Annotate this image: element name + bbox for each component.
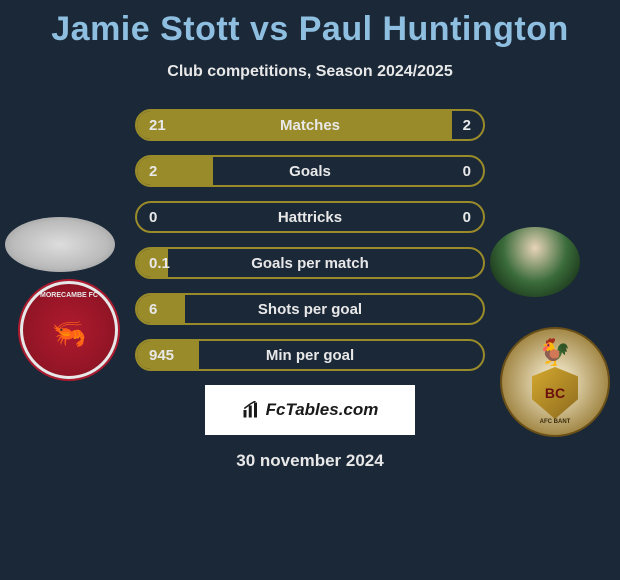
shrimp-icon: 🦐 [52, 317, 87, 350]
player2-photo [490, 227, 580, 297]
comparison-area: MORECAMBE FC 🦐 🐓 BC AFC BANT 21Matches22… [0, 109, 620, 471]
stat-bar-row: 0.1Goals per match [135, 247, 485, 279]
stat-value-player2: 2 [463, 111, 471, 139]
date-line: 30 november 2024 [0, 451, 620, 471]
rooster-icon: 🐓 [539, 337, 571, 368]
club2-shield-text: BC [545, 385, 565, 401]
stat-label: Hattricks [137, 203, 483, 231]
stat-bar-row: 21Matches2 [135, 109, 485, 141]
stat-label: Min per goal [137, 341, 483, 369]
stat-label: Goals per match [137, 249, 483, 277]
stat-bar-row: 0Hattricks0 [135, 201, 485, 233]
stat-bar-row: 945Min per goal [135, 339, 485, 371]
stat-value-player2: 0 [463, 203, 471, 231]
player2-club-badge: 🐓 BC AFC BANT [500, 327, 610, 437]
club2-shield: BC [532, 367, 578, 419]
branding-box[interactable]: FcTables.com [205, 385, 415, 435]
stat-label: Shots per goal [137, 295, 483, 323]
club1-name-text: MORECAMBE FC [40, 292, 98, 299]
stat-label: Goals [137, 157, 483, 185]
player1-photo [5, 217, 115, 272]
stat-value-player2: 0 [463, 157, 471, 185]
stat-label: Matches [137, 111, 483, 139]
fctables-logo-icon [242, 401, 260, 419]
stat-bar-row: 6Shots per goal [135, 293, 485, 325]
stat-bar-row: 2Goals0 [135, 155, 485, 187]
page-subtitle: Club competitions, Season 2024/2025 [0, 63, 620, 81]
branding-label: FcTables.com [266, 400, 379, 420]
club2-band-text: AFC BANT [540, 419, 571, 425]
player1-club-badge: MORECAMBE FC 🦐 [20, 281, 118, 379]
page-title: Jamie Stott vs Paul Huntington [0, 0, 620, 49]
